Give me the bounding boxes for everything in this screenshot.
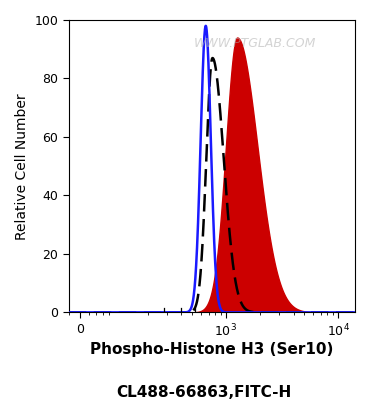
- X-axis label: Phospho-Histone H3 (Ser10): Phospho-Histone H3 (Ser10): [90, 342, 334, 357]
- Text: WWW.PTGLAB.COM: WWW.PTGLAB.COM: [194, 37, 316, 50]
- Text: CL488-66863,FITC-H: CL488-66863,FITC-H: [116, 385, 291, 400]
- Y-axis label: Relative Cell Number: Relative Cell Number: [15, 93, 29, 240]
